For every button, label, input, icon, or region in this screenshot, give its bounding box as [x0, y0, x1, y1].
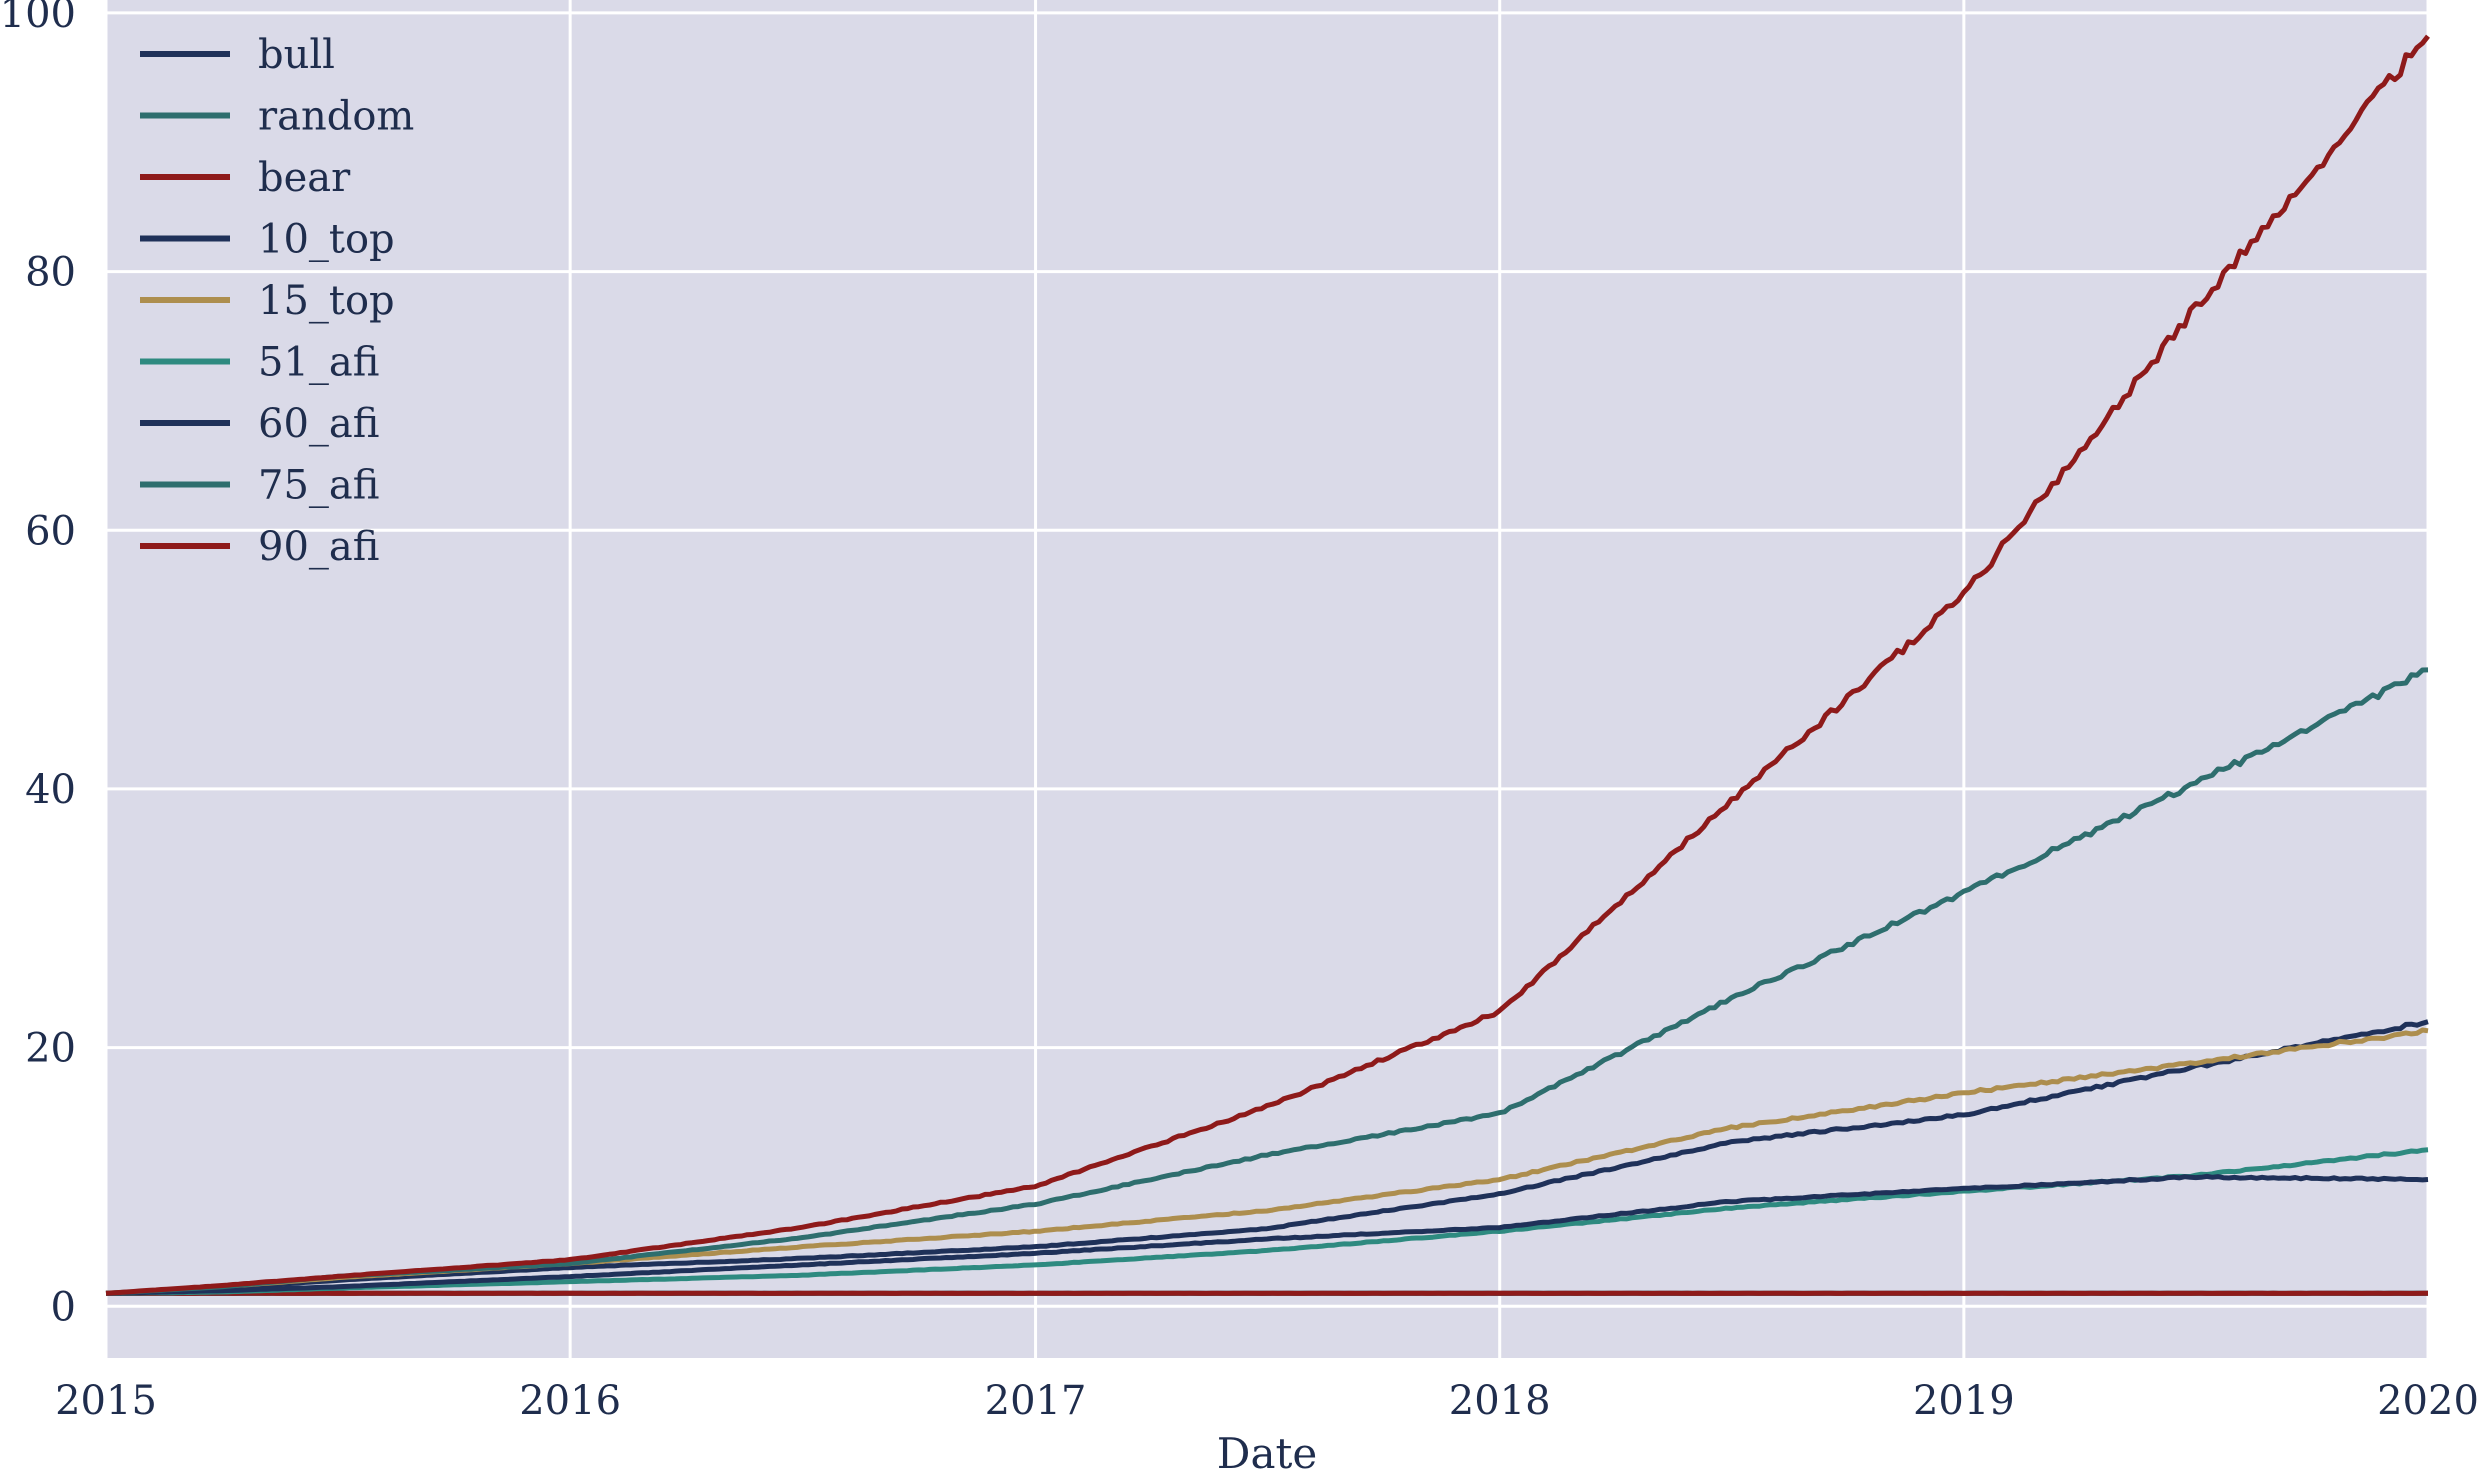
legend-label-51_afi: 51_afi	[258, 340, 379, 386]
legend-label-10_top: 10_top	[258, 217, 395, 263]
x-tick-label: 2020	[2377, 1378, 2479, 1424]
legend-label-bear: bear	[258, 155, 351, 201]
y-tick-label: 100	[0, 0, 76, 37]
x-tick-label: 2015	[55, 1378, 157, 1424]
y-tick-label: 0	[51, 1284, 76, 1330]
series-line-10_top	[105, 1019, 2429, 1296]
grid	[104, 0, 2430, 1358]
legend-label-bull: bull	[258, 32, 335, 78]
x-tick-label: 2019	[1913, 1378, 2015, 1424]
x-tick-label: 2017	[985, 1378, 1087, 1424]
x-tick-label: 2018	[1449, 1378, 1551, 1424]
x-axis-title: Date	[1217, 1429, 1317, 1478]
legend: bull random bear 10_top 15_top 51_afi 60_afi 75…	[140, 32, 414, 570]
legend-label-15_top: 15_top	[258, 278, 395, 324]
series-line-60_afi	[106, 1173, 2429, 1296]
legend-label-90_afi: 90_afi	[258, 524, 379, 570]
y-tick-label: 20	[25, 1026, 76, 1072]
y-tick-label: 60	[25, 508, 76, 554]
tick-labels: 0 20 40 60 80 100 2015 2016 2017 2018 2019 2020	[0, 0, 2479, 1424]
x-tick-label: 2016	[519, 1378, 621, 1424]
plot-background	[106, 0, 2428, 1358]
y-tick-label: 80	[25, 250, 76, 296]
legend-label-random: random	[258, 94, 414, 140]
series-line-90_afi	[105, 34, 2430, 1296]
legend-label-60_afi: 60_afi	[258, 401, 379, 447]
series-lines	[105, 34, 2430, 1296]
legend-label-75_afi: 75_afi	[258, 463, 379, 509]
y-tick-label: 40	[25, 767, 76, 813]
